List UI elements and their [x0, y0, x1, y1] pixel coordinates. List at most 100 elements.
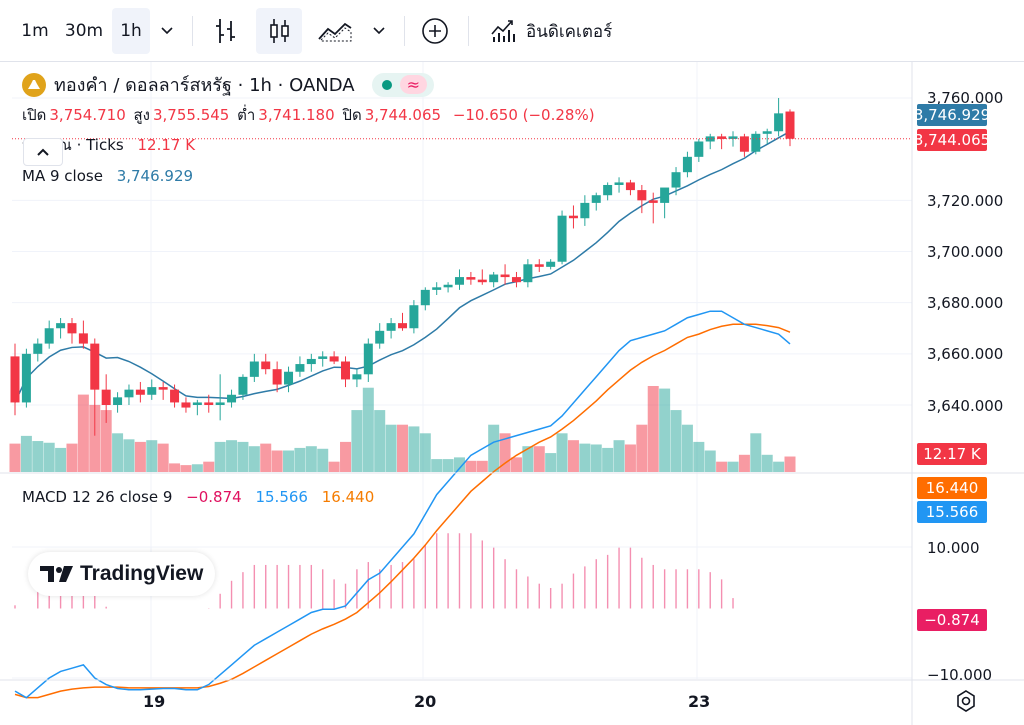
- time-axis-label: 20: [414, 692, 437, 711]
- high-label: สูง: [133, 106, 150, 124]
- candle-body: [660, 187, 670, 203]
- volume-bar: [773, 461, 785, 472]
- candle-body: [739, 136, 749, 152]
- ma-price-tag: 3,746.929: [913, 104, 991, 126]
- candle-body: [192, 402, 202, 405]
- volume-bar: [738, 454, 750, 472]
- toolbar-divider: [192, 16, 193, 46]
- ma-legend[interactable]: MA 9 close 3,746.929: [22, 167, 196, 185]
- top-toolbar: 1m 30m 1h อินดิเคเตอร์: [0, 0, 1024, 62]
- interval-1h[interactable]: 1h: [112, 8, 150, 54]
- candle-body: [10, 356, 20, 403]
- add-compare-icon[interactable]: [414, 8, 456, 54]
- candle-body: [215, 402, 225, 405]
- macd-signal-value: 16.440: [321, 488, 375, 506]
- price-axis-label: 3,680.000: [927, 294, 1004, 312]
- volume-bar: [590, 444, 602, 472]
- volume-bar: [237, 441, 249, 472]
- price-axis-label: 3,640.000: [927, 397, 1004, 415]
- volume-bar: [397, 424, 408, 472]
- volume-bar: [283, 450, 295, 472]
- toolbar-divider: [468, 16, 469, 46]
- high-value: 3,755.545: [153, 106, 230, 124]
- candle-body: [227, 394, 237, 403]
- candle-body: [443, 284, 453, 288]
- volume-bar: [602, 447, 614, 472]
- volume-bar: [784, 456, 796, 472]
- candle-body: [352, 374, 362, 380]
- volume-bar: [362, 387, 374, 472]
- volume-bar: [351, 410, 363, 472]
- candle-body: [90, 343, 100, 390]
- market-open-dot: [381, 79, 392, 90]
- volume-bar: [260, 443, 272, 472]
- candle-body: [648, 200, 658, 203]
- macd-tag: 15.566: [917, 501, 987, 523]
- delayed-data-icon[interactable]: ≈: [399, 75, 427, 94]
- volume-bar: [716, 461, 728, 472]
- candle-body: [420, 289, 430, 306]
- candle-body: [568, 215, 578, 219]
- volume-bar: [157, 443, 169, 472]
- time-axis-label: 19: [143, 692, 166, 711]
- indicators-button[interactable]: อินดิเคเตอร์: [480, 8, 640, 54]
- candle-body: [33, 343, 43, 354]
- area-chart-icon[interactable]: [310, 8, 360, 54]
- candle-body: [534, 264, 544, 267]
- volume-bar: [180, 465, 192, 472]
- volume-bar: [123, 439, 135, 472]
- symbol-title: ทองคำ / ดอลลาร์สหรัฐ · 1h · OANDA: [54, 75, 355, 96]
- signal-tag: 16.440: [917, 477, 987, 499]
- volume-bar: [704, 450, 716, 472]
- candle-body: [21, 353, 31, 403]
- symbol-legend[interactable]: ทองคำ / ดอลลาร์สหรัฐ · 1h · OANDA ≈: [22, 70, 437, 99]
- ma-legend-label: MA 9 close: [22, 167, 103, 185]
- macd-legend[interactable]: MACD 12 26 close 9 −0.874 15.566 16.440: [22, 488, 377, 506]
- market-status[interactable]: ≈: [371, 72, 434, 97]
- candle-body: [295, 364, 305, 372]
- volume-bar: [727, 461, 739, 472]
- volume-bar: [77, 394, 89, 472]
- chart-settings-icon[interactable]: [955, 690, 977, 716]
- interval-1m[interactable]: 1m: [21, 21, 49, 41]
- volume-bar: [522, 446, 534, 472]
- price-axis-label: 3,700.000: [927, 243, 1004, 261]
- bar-chart-icon[interactable]: [205, 8, 247, 54]
- interval-dropdown-icon[interactable]: [152, 8, 182, 54]
- volume-bar: [385, 424, 397, 472]
- change-value: −10.650 (−0.28%): [452, 106, 595, 124]
- candle-body: [329, 356, 339, 362]
- candle-body: [546, 261, 556, 267]
- chart-type-dropdown-icon[interactable]: [364, 8, 394, 54]
- candle-body: [603, 184, 613, 196]
- candle-body: [489, 274, 499, 283]
- candle-body: [694, 141, 704, 157]
- candle-body: [398, 323, 407, 329]
- volume-tag: 12.17 K: [917, 443, 987, 465]
- volume-bar: [169, 463, 181, 472]
- candle-body: [135, 389, 145, 395]
- volume-bar: [248, 446, 260, 472]
- candle-body: [614, 182, 624, 185]
- volume-bar: [43, 442, 55, 472]
- candle-body: [78, 333, 88, 344]
- candle-body: [341, 361, 351, 380]
- volume-bar: [761, 454, 773, 472]
- volume-bar: [9, 443, 21, 472]
- chart-canvas[interactable]: [0, 62, 1024, 725]
- volume-bar: [750, 433, 762, 472]
- candle-body: [751, 133, 761, 152]
- candle-body: [625, 182, 635, 191]
- chart-area[interactable]: [0, 62, 1024, 725]
- volume-bar: [545, 453, 557, 472]
- collapse-legend-button[interactable]: [23, 138, 63, 166]
- interval-30m[interactable]: 30m: [64, 21, 104, 41]
- open-label: เปิด: [22, 106, 47, 124]
- candle-body: [261, 361, 271, 370]
- candle-body: [717, 136, 727, 139]
- candle-body: [238, 376, 248, 395]
- tradingview-logo[interactable]: TradingView: [28, 552, 216, 596]
- candles-icon[interactable]: [256, 8, 302, 54]
- candle-body: [454, 277, 464, 285]
- volume-bar: [510, 457, 522, 472]
